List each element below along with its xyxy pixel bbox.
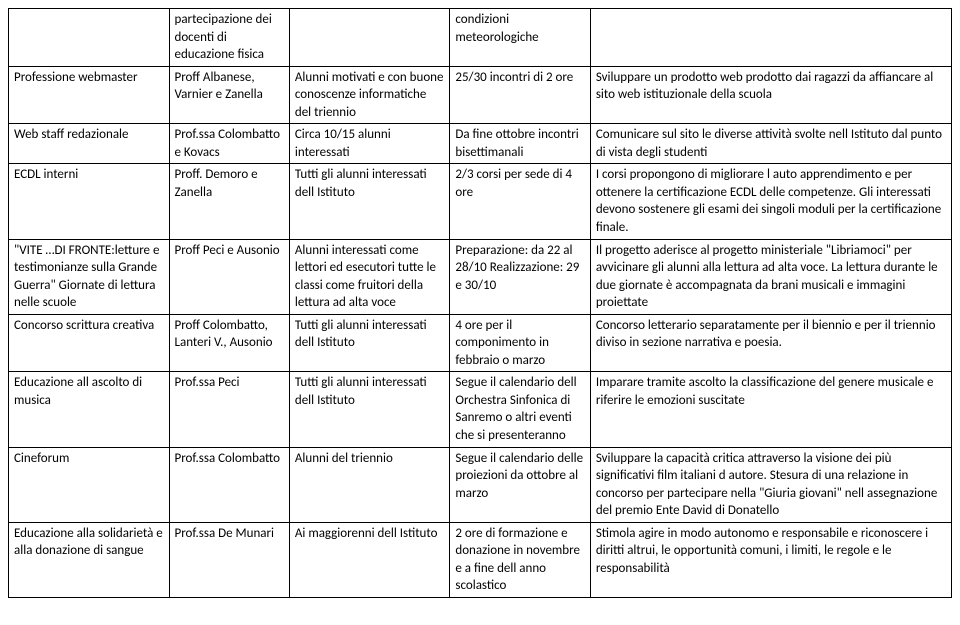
cell-col5: I corsi propongono di migliorare l auto … — [590, 164, 951, 239]
cell-col5: Comunicare sul sito le diverse attività … — [590, 124, 951, 164]
cell-col2: Proff. Demoro e Zanella — [169, 164, 289, 239]
cell-col1: Web staff redazionale — [9, 124, 170, 164]
cell-col3 — [289, 9, 450, 67]
cell-col4: Segue il calendario delle proiezioni da … — [450, 447, 590, 522]
cell-col1: ECDL interni — [9, 164, 170, 239]
cell-col4: Segue il calendario dell Orchestra Sinfo… — [450, 372, 590, 447]
table-row: Educazione all ascolto di musicaProf.ssa… — [9, 372, 952, 447]
cell-col2: Prof.ssa De Munari — [169, 522, 289, 597]
cell-col1: Professione webmaster — [9, 66, 170, 124]
cell-col4: 2/3 corsi per sede di 4 ore — [450, 164, 590, 239]
activities-table: partecipazione dei docenti di educazione… — [8, 8, 952, 598]
cell-col4: Preparazione: da 22 al 28/10 Realizzazio… — [450, 239, 590, 314]
table-row: Web staff redazionaleProf.ssa Colombatto… — [9, 124, 952, 164]
cell-col3: Circa 10/15 alunni interessati — [289, 124, 450, 164]
cell-col2: Proff Albanese, Varnier e Zanella — [169, 66, 289, 124]
cell-col4: 2 ore di formazione e donazione in novem… — [450, 522, 590, 597]
cell-col2: Proff Peci e Ausonio — [169, 239, 289, 314]
cell-col3: Alunni interessati come lettori ed esecu… — [289, 239, 450, 314]
table-row: ECDL interniProff. Demoro e ZanellaTutti… — [9, 164, 952, 239]
cell-col5: Imparare tramite ascolto la classificazi… — [590, 372, 951, 447]
cell-col3: Tutti gli alunni interessati dell Istitu… — [289, 372, 450, 447]
cell-col1: Cineforum — [9, 447, 170, 522]
table-row: Professione webmasterProff Albanese, Var… — [9, 66, 952, 124]
table-row: CineforumProf.ssa ColombattoAlunni del t… — [9, 447, 952, 522]
table-row: partecipazione dei docenti di educazione… — [9, 9, 952, 67]
cell-col3: Ai maggiorenni dell Istituto — [289, 522, 450, 597]
cell-col2: Proff Colombatto, Lanteri V., Ausonio — [169, 314, 289, 372]
cell-col3: Tutti gli alunni interessati dell Istitu… — [289, 164, 450, 239]
cell-col5: Sviluppare la capacità critica attravers… — [590, 447, 951, 522]
cell-col5 — [590, 9, 951, 67]
cell-col3: Alunni motivati e con buone conoscenze i… — [289, 66, 450, 124]
cell-col5: Concorso letterario separatamente per il… — [590, 314, 951, 372]
cell-col1: Educazione alla solidarietà e alla donaz… — [9, 522, 170, 597]
cell-col4: 4 ore per il componimento in febbraio o … — [450, 314, 590, 372]
cell-col5: Stimola agire in modo autonomo e respons… — [590, 522, 951, 597]
cell-col5: Sviluppare un prodotto web prodotto dai … — [590, 66, 951, 124]
cell-col4: Da fine ottobre incontri bisettimanali — [450, 124, 590, 164]
cell-col1: Educazione all ascolto di musica — [9, 372, 170, 447]
cell-col3: Tutti gli alunni interessati dell Istitu… — [289, 314, 450, 372]
table-row: Concorso scrittura creativaProff Colomba… — [9, 314, 952, 372]
cell-col2: Prof.ssa Colombatto — [169, 447, 289, 522]
cell-col2: Prof.ssa Colombatto e Kovacs — [169, 124, 289, 164]
cell-col2: Prof.ssa Peci — [169, 372, 289, 447]
cell-col4: 25/30 incontri di 2 ore — [450, 66, 590, 124]
cell-col1 — [9, 9, 170, 67]
cell-col3: Alunni del triennio — [289, 447, 450, 522]
cell-col1: Concorso scrittura creativa — [9, 314, 170, 372]
cell-col2: partecipazione dei docenti di educazione… — [169, 9, 289, 67]
cell-col5: Il progetto aderisce al progetto ministe… — [590, 239, 951, 314]
table-row: Educazione alla solidarietà e alla donaz… — [9, 522, 952, 597]
cell-col1: "VITE …DI FRONTE:letture e testimonianze… — [9, 239, 170, 314]
table-row: "VITE …DI FRONTE:letture e testimonianze… — [9, 239, 952, 314]
cell-col4: condizioni meteorologiche — [450, 9, 590, 67]
